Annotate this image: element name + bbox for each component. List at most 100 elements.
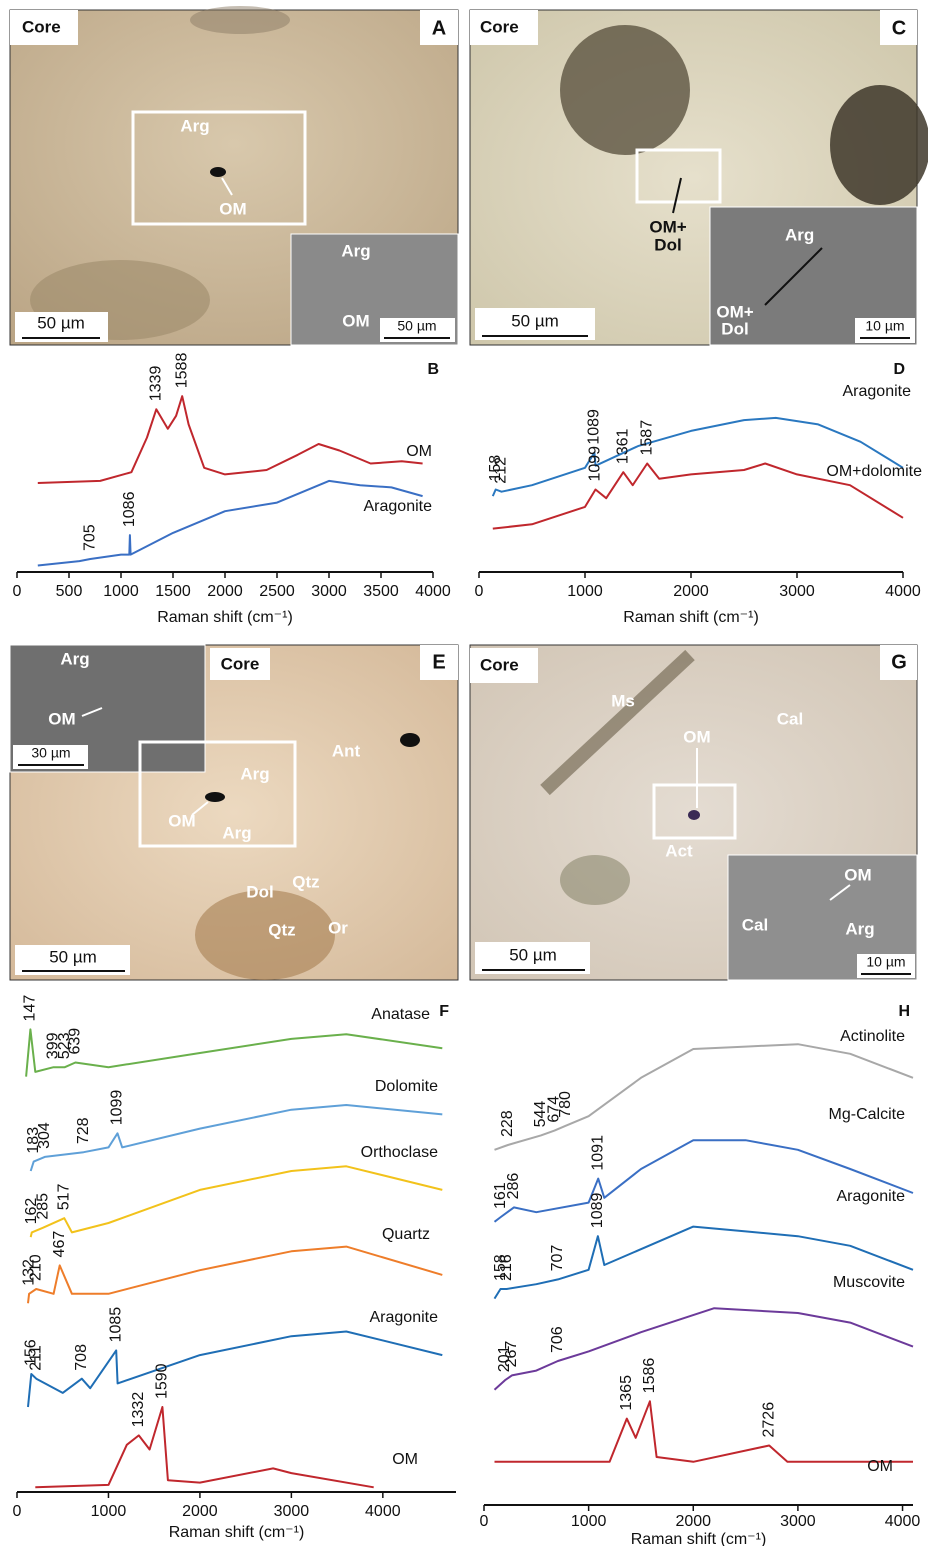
label: Arg	[785, 225, 814, 244]
core-label: Core	[480, 655, 519, 674]
label: Arg	[240, 764, 269, 783]
panel-letter: D	[893, 361, 905, 378]
x-axis-label: Raman shift (cm⁻¹)	[157, 609, 293, 626]
label: Arg	[341, 241, 370, 260]
core-label: Core	[221, 654, 260, 673]
peak-label: 708	[73, 1344, 90, 1371]
peak-label: 1586	[641, 1358, 658, 1394]
x-tick-label: 3000	[274, 1503, 310, 1520]
label: OM+	[649, 217, 686, 236]
spectrum	[35, 1407, 373, 1487]
scale-label: 50 µm	[37, 313, 85, 332]
peak-label: 1590	[154, 1363, 171, 1399]
om-grain	[400, 733, 420, 747]
series-label: Anatase	[371, 1006, 430, 1023]
panel-g: Core G Ms Cal OM Act OM Cal Arg 10 µm 50…	[470, 645, 917, 980]
grain	[195, 890, 335, 980]
spectrum	[28, 1332, 442, 1408]
label: OM	[168, 811, 195, 830]
scale-label: 10 µm	[865, 318, 904, 334]
label: Arg	[222, 823, 251, 842]
scale-label: 30 µm	[31, 745, 70, 761]
panel-letter: F	[439, 1003, 449, 1020]
x-axis-label: Raman shift (cm⁻¹)	[169, 1524, 305, 1541]
x-tick-label: 3000	[311, 583, 347, 600]
peak-label: 728	[75, 1117, 92, 1144]
spectrum	[495, 1140, 914, 1222]
x-tick-label: 4000	[885, 583, 921, 600]
x-tick-label: 4000	[415, 583, 451, 600]
series-label: Muscovite	[833, 1274, 905, 1291]
core-label: Core	[22, 17, 61, 36]
peak-label: 1091	[589, 1135, 606, 1171]
peak-label: 210	[27, 1254, 44, 1281]
spectrum	[28, 1247, 442, 1304]
core-label: Core	[480, 17, 519, 36]
peak-label: 304	[36, 1122, 53, 1149]
peak-label: 1361	[614, 428, 631, 464]
scale-label: 50 µm	[509, 945, 557, 964]
label: Cal	[777, 709, 803, 728]
label: Cal	[742, 915, 768, 934]
label: OM	[844, 865, 871, 884]
scale-label: 50 µm	[511, 311, 559, 330]
spectrum	[26, 1029, 442, 1076]
peak-label: 2726	[760, 1402, 777, 1438]
peak-label: 1365	[618, 1375, 635, 1411]
scale-label: 50 µm	[397, 318, 436, 334]
om-grain	[205, 792, 225, 802]
x-tick-label: 2500	[259, 583, 295, 600]
label: Arg	[180, 116, 209, 135]
peak-label: 780	[557, 1091, 574, 1118]
label: OM	[48, 709, 75, 728]
peak-label: 467	[51, 1231, 68, 1258]
spectrum	[38, 396, 423, 483]
grain	[560, 855, 630, 905]
pore	[830, 85, 928, 205]
x-tick-label: 2000	[675, 1513, 711, 1530]
label: Act	[665, 841, 693, 860]
series-label: Dolomite	[375, 1078, 438, 1095]
peak-label: 1099	[587, 446, 604, 482]
label: Arg	[60, 649, 89, 668]
label: Or	[328, 918, 348, 937]
panel-letter: C	[892, 17, 906, 39]
peak-label: 286	[505, 1173, 522, 1200]
peak-label: 267	[503, 1341, 520, 1368]
x-tick-label: 3000	[779, 583, 815, 600]
panel-letter: B	[427, 361, 439, 378]
peak-label: 707	[549, 1245, 566, 1272]
peak-label: 1588	[173, 353, 190, 389]
series-label: Actinolite	[840, 1028, 905, 1045]
peak-label: 212	[493, 457, 510, 484]
peak-label: 228	[499, 1110, 516, 1137]
x-tick-label: 1000	[567, 583, 603, 600]
x-tick-label: 1500	[155, 583, 191, 600]
panel-letter: G	[891, 651, 907, 673]
series-label: Aragonite	[364, 498, 433, 515]
panel-e: Arg OM 30 µm Core E Arg OM Arg Ant Dol Q…	[10, 645, 458, 980]
x-tick-label: 3500	[363, 583, 399, 600]
pore	[560, 25, 690, 155]
label: OM	[342, 311, 369, 330]
label: OM	[219, 199, 246, 218]
figure: Core A Arg OM Arg OM 50 µm 50 µm Core C …	[0, 0, 928, 1546]
series-label: Mg-Calcite	[829, 1106, 906, 1123]
label: Dol	[721, 319, 748, 338]
peak-label: 517	[56, 1183, 73, 1210]
om-grain	[210, 167, 226, 177]
peak-label: 211	[28, 1345, 45, 1371]
label: Ant	[332, 741, 361, 760]
x-tick-label: 500	[56, 583, 83, 600]
series-label: Orthoclase	[361, 1144, 438, 1161]
om-grain	[688, 810, 700, 820]
panel-letter: H	[898, 1003, 910, 1020]
peak-label: 705	[82, 524, 99, 551]
peak-label: 1339	[147, 366, 164, 402]
series-label: Aragonite	[837, 1188, 906, 1205]
x-tick-label: 0	[13, 583, 22, 600]
label: Qtz	[268, 920, 295, 939]
peak-label: 147	[22, 995, 39, 1022]
peak-label: 216	[498, 1254, 515, 1281]
peak-label: 1086	[121, 491, 138, 527]
